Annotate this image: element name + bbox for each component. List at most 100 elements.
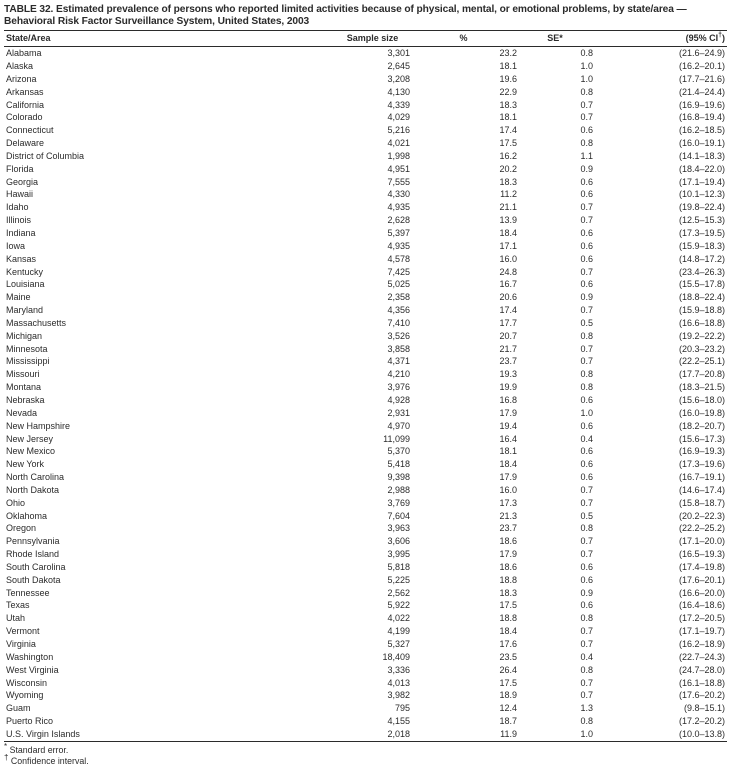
col-header-confidence-interval: (95% CI†) [593, 30, 727, 48]
ci-cell: (12.5–15.3) [678, 215, 725, 226]
ci-cell: (16.6–20.0) [678, 587, 725, 598]
state-area-cell: Connecticut [6, 125, 54, 136]
state-area-cell: Kentucky [6, 266, 44, 277]
ci-cell: (15.5–17.8) [678, 279, 725, 290]
state-area-cell: North Carolina [6, 472, 65, 483]
se-cell: 0.6 [580, 561, 593, 572]
se-cell: 0.7 [580, 356, 593, 367]
se-cell: 0.6 [580, 459, 593, 470]
sample-size-cell: 2,645 [387, 61, 410, 72]
ci-header-close-paren: ) [722, 33, 725, 44]
table-row: Rhode Island 3,995 17.9 0.7 (16.5–19.3) [4, 548, 727, 561]
table-row: Wyoming 3,982 18.9 0.7 (17.6–20.2) [4, 689, 727, 702]
se-cell: 0.6 [580, 472, 593, 483]
state-area-cell: Indiana [6, 228, 36, 238]
percent-cell: 18.4 [499, 626, 517, 637]
state-area-cell: Rhode Island [6, 549, 60, 560]
se-cell: 0.7 [580, 497, 593, 508]
table-row: Puerto Rico 4,155 18.7 0.8 (17.2–20.2) [4, 715, 727, 728]
sample-size-cell: 4,935 [387, 240, 410, 251]
sample-size-cell: 4,935 [387, 202, 410, 213]
percent-cell: 18.1 [499, 61, 517, 72]
prevalence-table: State/Area Sample size % SE* (95% CI†) A… [4, 30, 727, 742]
percent-cell: 19.9 [499, 382, 517, 393]
table-row: Maine 2,358 20.6 0.9 (18.8–22.4) [4, 291, 727, 304]
ci-cell: (16.9–19.3) [678, 446, 725, 457]
se-cell: 0.8 [580, 613, 593, 624]
percent-cell: 18.6 [499, 536, 517, 547]
ci-cell: (10.0–13.8) [593, 727, 727, 742]
sample-size-cell: 4,339 [387, 99, 410, 110]
state-area-cell: Arizona [6, 73, 37, 84]
ci-cell: (16.0–19.1) [678, 138, 725, 149]
ci-cell: (19.2–22.2) [678, 330, 725, 341]
se-cell: 0.7 [580, 626, 593, 637]
se-cell: 0.4 [580, 433, 593, 444]
ci-cell: (17.7–20.8) [678, 369, 725, 380]
state-area-cell: Hawaii [6, 189, 34, 200]
percent-cell: 23.5 [499, 651, 517, 662]
state-area-cell: Nebraska [6, 394, 45, 405]
table-row: Georgia 7,555 18.3 0.6 (17.1–19.4) [4, 176, 727, 189]
percent-cell: 21.3 [499, 510, 517, 521]
percent-cell: 16.8 [499, 394, 517, 405]
sample-size-cell: 7,410 [387, 317, 410, 328]
ci-cell: (18.8–22.4) [678, 292, 725, 303]
ci-cell: (22.7–24.3) [678, 651, 725, 662]
asterisk-symbol: * [4, 741, 8, 751]
ci-cell: (16.2–20.1) [678, 61, 725, 72]
sample-size-cell: 3,976 [387, 382, 410, 393]
sample-size-cell: 2,358 [387, 292, 410, 303]
table-row: California 4,339 18.3 0.7 (16.9–19.6) [4, 99, 727, 112]
percent-cell: 16.7 [499, 279, 517, 290]
percent-cell: 17.5 [499, 600, 517, 611]
sample-size-cell: 4,210 [387, 369, 410, 380]
table-row: Idaho 4,935 21.1 0.7 (19.8–22.4) [4, 201, 727, 214]
sample-size-cell: 7,425 [387, 266, 410, 277]
percent-cell: 18.1 [499, 446, 517, 457]
state-area-cell: Oregon [6, 523, 37, 534]
state-area-cell: Arkansas [6, 86, 44, 97]
table-row: Alabama 3,301 23.2 0.8 (21.6–24.9) [4, 47, 727, 60]
table-row: Washington 18,409 23.5 0.4 (22.7–24.3) [4, 651, 727, 664]
sample-size-cell: 4,356 [387, 305, 410, 316]
percent-cell: 17.7 [499, 317, 517, 328]
se-cell: 0.7 [580, 112, 593, 123]
ci-cell: (17.3–19.6) [678, 459, 725, 470]
table-row: New York 5,418 18.4 0.6 (17.3–19.6) [4, 458, 727, 471]
sample-size-cell: 5,818 [387, 561, 410, 572]
ci-cell: (17.7–21.6) [678, 73, 725, 84]
percent-cell: 16.2 [499, 150, 517, 161]
state-area-cell: Wisconsin [6, 677, 48, 688]
state-area-cell: Montana [6, 382, 42, 393]
table-row: Vermont 4,199 18.4 0.7 (17.1–19.7) [4, 625, 727, 638]
percent-cell: 17.3 [499, 497, 517, 508]
se-cell: 0.6 [580, 420, 593, 431]
percent-cell: 17.9 [499, 407, 517, 418]
percent-cell: 23.7 [499, 523, 517, 534]
table-row: District of Columbia 1,998 16.2 1.1 (14.1–18… [4, 150, 727, 163]
se-cell: 0.4 [580, 651, 593, 662]
state-area-cell: Alabama [6, 48, 42, 59]
se-cell: 0.6 [580, 228, 593, 238]
ci-cell: (17.1–19.4) [678, 176, 725, 187]
sample-size-cell: 5,216 [387, 125, 410, 136]
se-cell: 0.8 [580, 716, 593, 727]
state-area-cell: New Hampshire [6, 420, 71, 431]
state-area-cell: U.S. Virgin Islands [4, 727, 335, 742]
state-area-cell: Utah [6, 613, 26, 624]
se-cell: 0.8 [580, 330, 593, 341]
sample-size-cell: 3,208 [387, 73, 410, 84]
ci-cell: (24.7–28.0) [678, 664, 725, 675]
se-cell: 1.1 [580, 150, 593, 161]
ci-cell: (18.4–22.0) [678, 163, 725, 174]
ci-cell: (17.1–20.0) [678, 536, 725, 547]
sample-size-cell: 4,928 [387, 394, 410, 405]
table-row: Alaska 2,645 18.1 1.0 (16.2–20.1) [4, 60, 727, 73]
state-area-cell: South Carolina [6, 561, 66, 572]
footnote-standard-error: * Standard error. [4, 741, 727, 756]
state-area-cell: Maryland [6, 305, 44, 316]
percent-cell: 24.8 [499, 266, 517, 277]
percent-cell: 17.4 [499, 125, 517, 136]
